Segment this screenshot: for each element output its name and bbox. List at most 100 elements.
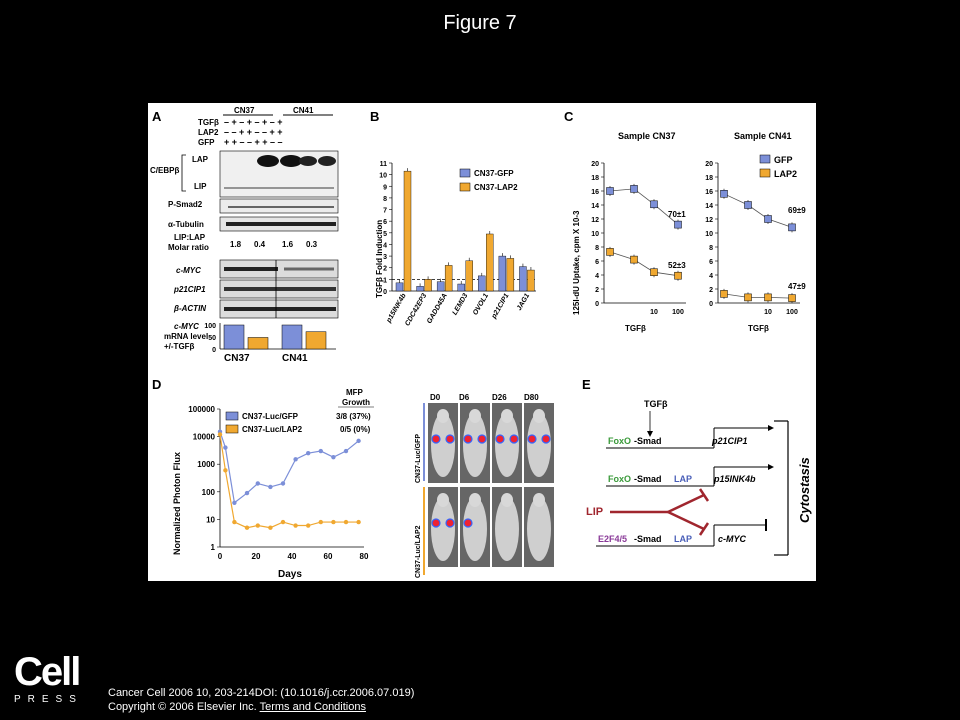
panel-b-bar [478,275,486,292]
panel-e-letter: E [582,377,591,392]
panel-d-mouse-body [527,413,551,477]
panel-b-tick-label: 6 [383,219,387,226]
panel-d-tumor-signal [431,518,441,528]
panel-d-point [318,448,323,454]
panel-d-mouse-head [533,493,545,507]
panel-d-x-tick-label: 40 [288,552,297,561]
panel-d-mouse-body [527,497,551,561]
panel-a-bar [281,324,303,350]
panel-c-cn37-point [606,248,614,256]
panel-d-day-d6: D6 [459,393,470,402]
panel-e-smad-1: -Smad [634,436,662,446]
panel-d-tick-label: 10000 [193,433,216,442]
panel-c-cn41-tick-label: 18 [705,175,713,182]
panel-d-x-tick-label: 60 [324,552,333,561]
panel-a-ratio-label-1: LIP:LAP [174,233,206,242]
panel-d-legend-gfp: CN37-Luc/GFP [242,412,299,421]
panel-c-legend-gfp-swatch [759,154,771,164]
panel-c-cn37-tick-label: 12 [591,217,599,224]
panel-b-bar [486,233,494,292]
panel-e-foxo-2: FoxO [608,474,631,484]
panel-d-mouse-head [533,409,545,423]
panel-d-mouse-head [501,493,513,507]
panel-d-point [217,432,223,437]
panel-d-legend-header-2: Growth [342,398,370,407]
panel-b-tick-label: 8 [383,196,387,203]
panel-d-tumor-signal [463,518,473,528]
panel-a-blot-cebpb [219,150,339,198]
panel-c-legend-lap2-swatch [759,168,771,178]
panel-d-legend-lap2-growth: 0/5 (0%) [340,425,371,434]
panel-b-legend-gfp-swatch [459,168,471,178]
panel-d-legend-header-1: MFP [346,388,364,397]
panel-e: E TGFβ FoxO -Smad p21CIP1 FoxO -Smad LAP… [582,377,812,556]
panel-d-tumor-signal [431,434,441,444]
panel-b-category-label: CDC42EP3 [404,292,428,327]
panel-a-lip-label: LIP [194,182,207,191]
panel-d-point [232,519,237,525]
panel-a-psmad2-label: P-Smad2 [168,200,203,209]
panel-c-cn37-tick-label: 14 [591,203,599,210]
panel-e-smad-2: -Smad [634,474,662,484]
panel-a-bar-chart: 100 50 0 [204,323,336,354]
panel-c-annot-2: 52±3 [668,261,686,270]
panel-a-lap-label: LAP [192,155,209,164]
panel-a-row-tgf: TGFβ [198,118,219,127]
panel-d-legend-gfp-growth: 3/8 (37%) [336,412,371,421]
terms-link[interactable]: Terms and Conditions [259,701,366,713]
panel-c-cn37-point [650,268,658,276]
panel-b-tick-label: 3 [383,254,387,261]
panel-c-annot-4: 47±9 [788,282,806,291]
panel-b-bar [403,170,412,292]
panel-d-tick-label: 100000 [188,405,215,414]
panel-b-category-label: OVOL1 [472,292,490,316]
figure-panels: A CN37 CN41 TGFβ LAP2 GFP – + – + – + – … [148,103,816,581]
panel-d-point [255,481,260,486]
panel-c-cn41-point [744,201,752,209]
panel-a-blot-myc [219,259,339,279]
panel-c-left-title: Sample CN37 [618,131,676,141]
panel-b-bar [527,269,535,292]
panel-b-tick-label: 11 [380,161,388,168]
panel-a-bar [305,331,327,350]
panel-d-point [331,519,336,525]
panel-b-tick-label: 10 [379,173,387,180]
panel-c-cn41-point [788,223,796,232]
panel-d-point [356,519,361,525]
panel-c-cn41-point [764,293,772,302]
panel-a-group-cn41: CN41 [293,106,314,115]
panel-c-cn41-point [744,293,752,302]
panel-d-letter: D [152,377,161,392]
panel-a-tgf-signs: – + – + – + – + [224,117,283,127]
panel-c-cn41-point [720,290,728,298]
panel-a-ratio-4: 0.3 [306,240,318,249]
panel-d-line-chart: 1 10 100 1000 10000 100000 0 20 40 60 80 [188,405,369,561]
panel-a-row-lap2: LAP2 [198,128,219,137]
panel-c-cn37-series-line [609,251,679,277]
panel-b-tick-label: 9 [383,184,387,191]
panel-d-tumor-signal [463,434,473,444]
panel-a-bar-label-1: c-MYC [174,322,199,331]
panel-d-legend-gfp-swatch [225,411,239,421]
panel-b-bar [519,266,527,292]
panel-c-cn41-tick-label: 0 [709,301,713,308]
panel-a-group-cn37: CN37 [234,106,255,115]
panel-c-cn37-tick-label: 18 [591,175,599,182]
panel-d-point [244,525,250,530]
panel-d-x-tick-label: 20 [252,552,261,561]
panel-c-cn37-tick-label: 2 [595,287,599,294]
panel-b-bar [416,286,424,292]
panel-d-point [306,523,311,528]
panel-c-xlabel-left: TGFβ [625,324,646,333]
panel-a-lap2-signs: – – + + – – + + [224,127,283,137]
panel-c-cn41-tick-label: 8 [709,245,713,252]
panel-c-cn37-point [674,220,682,229]
panel-d-point [343,448,349,454]
panel-c-xlabel-right: TGFβ [748,324,769,333]
panel-a-tick-label: 100 [204,323,216,330]
panel-c: C 125I-dU Uptake, cpm X 10-3 Sample CN37… [564,109,806,333]
panel-c-cn41-series-line [723,293,793,299]
panel-d-tumor-signal [541,434,551,444]
panel-b-category-label: p21CIP1 [490,292,510,320]
panel-b: B TGFβ Fold Induction 0 1 2 3 4 5 6 7 8 9 10 11 p15I… [370,109,536,327]
